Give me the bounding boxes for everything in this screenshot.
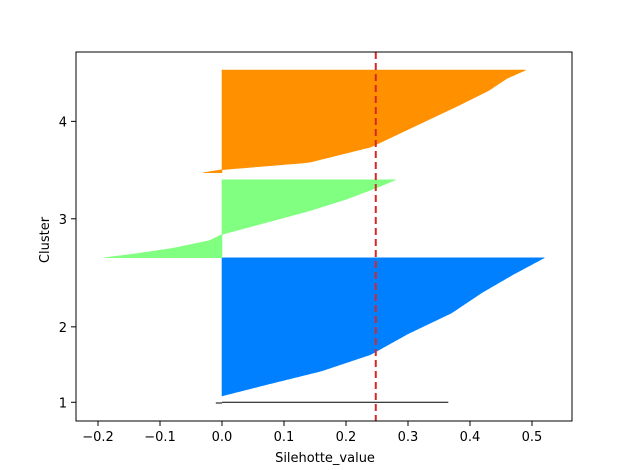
x-axis-ticks: −0.2 −0.1 0.0 0.1 0.2 0.3 0.4 0.5 — [82, 421, 542, 445]
cluster-3-area — [104, 179, 396, 259]
x-tick-label: 0.0 — [212, 430, 233, 445]
y-axis-label: Cluster — [38, 216, 53, 263]
cluster-4-silhouette — [203, 69, 526, 174]
y-tick-label: 3 — [59, 213, 67, 228]
y-tick-label: 1 — [59, 396, 67, 411]
x-tick-label: −0.2 — [82, 430, 114, 445]
y-axis-ticks: 1 2 3 4 — [59, 115, 76, 411]
y-tick-label: 2 — [59, 321, 67, 336]
cluster-3-silhouette — [104, 179, 396, 259]
x-tick-label: 0.3 — [398, 430, 419, 445]
x-tick-label: 0.1 — [274, 430, 295, 445]
x-axis-label: Silehotte_value — [275, 451, 375, 466]
plot-frame — [75, 51, 573, 422]
cluster-2-silhouette — [221, 257, 545, 397]
x-tick-label: 0.5 — [522, 430, 543, 445]
x-tick-label: 0.2 — [336, 430, 357, 445]
cluster-2-area — [221, 257, 545, 397]
y-tick-label: 4 — [59, 115, 67, 130]
cluster-4-area — [203, 69, 526, 174]
silhouette-bars — [104, 69, 545, 404]
x-tick-label: 0.4 — [460, 430, 481, 445]
x-tick-label: −0.1 — [144, 430, 176, 445]
cluster-1-silhouette — [215, 401, 449, 404]
